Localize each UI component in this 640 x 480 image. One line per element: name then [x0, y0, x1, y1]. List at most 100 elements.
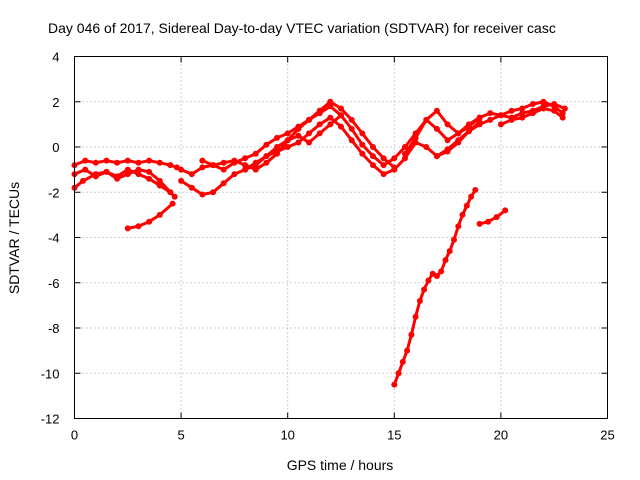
- y-tick-label: -8: [48, 321, 60, 336]
- data-point: [465, 128, 472, 135]
- y-tick-label: 2: [52, 95, 59, 110]
- data-point: [263, 141, 270, 148]
- data-point: [402, 155, 408, 162]
- data-point: [459, 211, 466, 218]
- series-line: [73, 168, 172, 194]
- series-track-a: [71, 157, 180, 171]
- data-point: [487, 116, 494, 123]
- data-point: [370, 144, 376, 150]
- data-point: [242, 166, 249, 173]
- data-point: [370, 153, 376, 160]
- data-point: [519, 105, 526, 112]
- data-point: [103, 168, 110, 175]
- data-point: [561, 105, 568, 112]
- data-point: [169, 200, 176, 207]
- data-point: [442, 257, 449, 264]
- series-line: [243, 113, 343, 172]
- data-point: [252, 150, 259, 157]
- data-point: [178, 177, 185, 184]
- data-point: [242, 155, 249, 162]
- data-point: [80, 177, 86, 184]
- data-point: [493, 214, 500, 221]
- y-tick-label: -4: [48, 231, 60, 246]
- data-point: [295, 125, 302, 132]
- data-point: [508, 107, 515, 114]
- data-point: [167, 162, 174, 169]
- data-point: [316, 107, 323, 114]
- data-point: [171, 193, 178, 200]
- y-tick-label: 0: [52, 140, 59, 155]
- series-line: [403, 100, 565, 156]
- data-point: [455, 137, 462, 144]
- data-point: [306, 139, 312, 146]
- data-point: [519, 110, 526, 117]
- data-point: [519, 114, 526, 121]
- data-point: [274, 150, 280, 157]
- data-point: [472, 187, 479, 193]
- y-axis-title: SDTVAR / TECUs: [6, 182, 22, 294]
- chart-title: Day 046 of 2017, Sidereal Day-to-day VTE…: [48, 20, 556, 36]
- data-point: [391, 155, 398, 162]
- data-point: [455, 223, 462, 230]
- data-point: [82, 166, 89, 173]
- data-point: [433, 153, 440, 160]
- data-point: [199, 157, 206, 164]
- y-tick-label: -6: [48, 276, 60, 291]
- data-point: [284, 137, 291, 144]
- x-tick-label: 20: [494, 428, 508, 443]
- data-point: [412, 313, 419, 320]
- data-point: [146, 157, 153, 164]
- series-track-k: [497, 105, 566, 128]
- series-track-c: [71, 166, 178, 200]
- data-point: [455, 130, 462, 137]
- series-line: [478, 208, 507, 226]
- data-point: [444, 137, 451, 144]
- data-point: [210, 189, 217, 196]
- series-track-h: [242, 112, 344, 173]
- data-point: [124, 171, 131, 178]
- data-point: [92, 173, 99, 180]
- series-line: [126, 202, 175, 230]
- data-point: [188, 184, 195, 191]
- data-point: [370, 162, 376, 169]
- data-point: [402, 144, 408, 150]
- data-point: [497, 112, 504, 119]
- data-point: [231, 157, 238, 164]
- y-tick-label: -10: [41, 366, 60, 381]
- data-point: [465, 121, 472, 128]
- data-point: [421, 286, 428, 293]
- data-point: [146, 168, 153, 175]
- data-point: [156, 159, 163, 166]
- data-point: [210, 162, 217, 169]
- data-point: [559, 114, 566, 121]
- data-point: [540, 105, 547, 112]
- data-point: [252, 166, 259, 173]
- series-layer: [71, 98, 568, 388]
- data-point: [156, 177, 163, 184]
- y-tick-label: -2: [48, 185, 60, 200]
- data-point: [188, 171, 195, 178]
- data-point: [402, 150, 408, 157]
- data-point: [306, 130, 312, 137]
- data-point: [338, 112, 344, 119]
- data-point: [444, 146, 451, 153]
- data-point: [178, 166, 185, 173]
- data-point: [446, 248, 453, 255]
- data-point: [502, 207, 509, 214]
- data-point: [156, 211, 163, 218]
- data-point: [295, 132, 302, 139]
- data-point: [551, 101, 558, 107]
- series-track-i: [402, 98, 566, 157]
- data-point: [220, 180, 227, 187]
- data-point: [124, 166, 131, 173]
- x-tick-label: 25: [600, 428, 614, 443]
- data-point: [348, 137, 355, 144]
- data-point: [359, 130, 366, 137]
- data-point: [433, 273, 440, 279]
- data-point: [487, 110, 494, 117]
- data-point: [114, 159, 121, 166]
- data-point: [124, 225, 131, 232]
- data-point: [497, 121, 504, 128]
- data-point: [135, 171, 142, 178]
- series-line: [392, 188, 477, 387]
